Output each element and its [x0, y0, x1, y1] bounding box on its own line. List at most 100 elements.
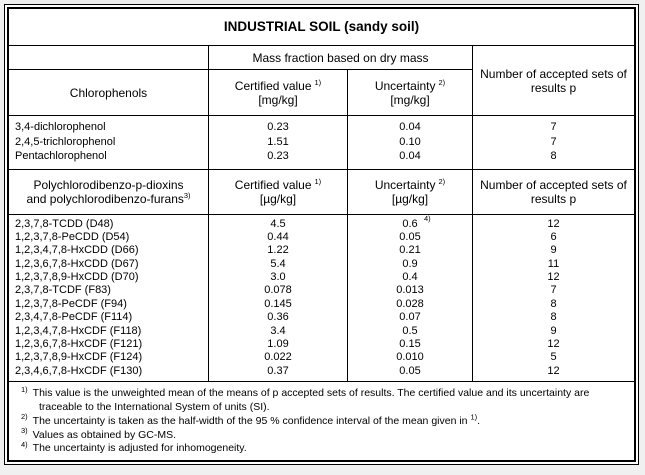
uncertainty-value: 0.05	[399, 364, 421, 377]
footnote-text: Values as obtained by GC-MS.	[32, 428, 177, 441]
header-label: Uncertainty	[374, 177, 436, 192]
substance-name-column: 3,4-dichlorophenol 2,4,5-trichlorophenol…	[8, 115, 209, 170]
section2-certified-header: Certified value 1) [µg/kg]	[208, 168, 348, 215]
section1-certified-header: Certified value 1) [mg/kg]	[208, 69, 348, 116]
certified-value: 0.37	[267, 364, 289, 377]
accepted-sets-count: 9	[550, 324, 557, 337]
section2-results-header: Number of accepted sets of results p	[471, 168, 636, 215]
substance-name: 3,4-dichlorophenol	[15, 121, 106, 133]
section2-name-header: Polychlorodibenzo-p-dioxins and polychlo…	[8, 168, 209, 215]
header-label: and polychlorodibenzo-furans	[26, 191, 184, 206]
uncertainty-value: 0.6 4)	[402, 213, 431, 230]
certified-value: 1.51	[267, 135, 289, 148]
footnote-marker: 2)	[21, 412, 28, 422]
section2-uncertainty-header: Uncertainty 2) [µg/kg]	[347, 168, 473, 215]
uncertainty-value: 0.05	[399, 230, 421, 243]
accepted-sets-column: 7 7 8	[471, 115, 636, 170]
certified-value-column: 4.5 0.44 1.22 5.4 3.0 0.078 0.145 0.36 3…	[208, 213, 348, 383]
certified-value: 0.36	[267, 311, 289, 324]
certified-value: 3.4	[270, 324, 286, 337]
accepted-sets-count: 11	[547, 257, 560, 270]
accepted-sets-count: 8	[550, 297, 557, 310]
accepted-sets-count: 12	[547, 364, 560, 377]
substance-name: 1,2,3,7,8-PeCDD (D54)	[15, 230, 130, 243]
footnote-marker: 1)	[21, 384, 28, 394]
accepted-sets-count: 12	[547, 271, 560, 284]
table-title: INDUSTRIAL SOIL (sandy soil)	[7, 8, 636, 46]
section1-uncertainty-header: Uncertainty 2) [mg/kg]	[347, 69, 473, 116]
substance-name: 2,3,4,6,7,8-HxCDF (F130)	[15, 364, 143, 377]
accepted-sets-count: 8	[550, 311, 557, 324]
certified-value: 5.4	[270, 257, 286, 270]
blank-cell	[8, 45, 209, 70]
accepted-sets-count: 7	[550, 121, 557, 133]
uncertainty-value: 0.028	[396, 297, 424, 310]
accepted-sets-count: 7	[550, 284, 557, 297]
section2-header-row: Polychlorodibenzo-p-dioxins and polychlo…	[8, 168, 636, 215]
substance-name: 1,2,3,6,7,8-HxCDF (F121)	[15, 338, 143, 351]
certified-value: 0.145	[264, 297, 292, 310]
substance-name: 2,3,7,8-TCDD (D48)	[15, 217, 114, 230]
subheader-row: Mass fraction based on dry mass Number o…	[8, 45, 636, 116]
accepted-sets-count: 7	[550, 135, 557, 148]
footnote-text: The uncertainty is taken as the half-wid…	[32, 414, 471, 427]
table-inner-frame: INDUSTRIAL SOIL (sandy soil) Mass fracti…	[7, 7, 637, 463]
footnote-ref-3: 3)	[183, 190, 191, 200]
certified-values-table: INDUSTRIAL SOIL (sandy soil) Mass fracti…	[7, 8, 636, 462]
uncertainty-value: 0.04	[399, 150, 421, 162]
certified-value: 0.23	[267, 150, 289, 162]
certified-value: 1.09	[267, 338, 289, 351]
uncertainty-value: 0.013	[396, 284, 424, 297]
accepted-sets-count: 12	[547, 338, 560, 351]
footnote-ref-1: 1)	[314, 176, 322, 186]
substance-name: 2,3,7,8-TCDF (F83)	[15, 284, 111, 297]
header-label: Polychlorodibenzo-p-dioxins	[33, 177, 184, 192]
mass-fraction-header: Mass fraction based on dry mass	[208, 45, 473, 70]
uncertainty-value: 0.07	[399, 311, 421, 324]
substance-name: 1,2,3,4,7,8-HxCDD (D66)	[15, 244, 139, 257]
certified-value: 0.078	[264, 284, 292, 297]
certified-value: 4.5	[270, 217, 286, 230]
footnote-1: 1) This value is the unweighted mean of t…	[15, 384, 628, 415]
table-outer-frame: INDUSTRIAL SOIL (sandy soil) Mass fracti…	[4, 4, 640, 466]
header-label: Certified value	[234, 177, 312, 192]
header-label: Uncertainty	[374, 78, 436, 93]
uncertainty-value: 0.5	[402, 324, 418, 337]
footnote-2: 2) The uncertainty is taken as the half-w…	[15, 412, 628, 429]
accepted-sets-count: 12	[547, 217, 560, 230]
header-unit: [µg/kg]	[259, 191, 297, 206]
results-count-header: Number of accepted sets of results p	[471, 45, 636, 116]
uncertainty-column: 0.6 4) 0.05 0.21 0.9 0.4 0.013 0.028 0.07…	[347, 213, 473, 383]
substance-name: 2,4,5-trichlorophenol	[15, 135, 116, 148]
chlorophenols-data-block: 3,4-dichlorophenol 2,4,5-trichlorophenol…	[8, 115, 636, 170]
footnote-ref-1: 1)	[314, 77, 322, 87]
footnote-text: .	[477, 414, 481, 427]
title-row: INDUSTRIAL SOIL (sandy soil)	[7, 8, 636, 46]
certified-value: 0.022	[264, 351, 292, 364]
footnote-text: The uncertainty is adjusted for inhomoge…	[32, 442, 247, 455]
certified-value-column: 0.23 1.51 0.23	[208, 115, 348, 170]
uncertainty-value: 0.10	[399, 135, 421, 148]
header-label: Certified value	[234, 78, 312, 93]
footnote-4: 4) The uncertainty is adjusted for inhomo…	[15, 441, 628, 456]
substance-name: 1,2,3,4,7,8-HxCDF (F118)	[15, 324, 142, 337]
accepted-sets-count: 9	[550, 244, 557, 257]
accepted-sets-count: 8	[550, 150, 557, 162]
substance-name: 1,2,3,7,8,9-HxCDD (D70)	[15, 271, 139, 284]
footnote-text: This value is the unweighted mean of the…	[32, 387, 590, 413]
substance-name: Pentachlorophenol	[15, 150, 107, 162]
header-unit: [mg/kg]	[258, 92, 298, 107]
accepted-sets-count: 5	[550, 351, 557, 364]
section1-name-header: Chlorophenols	[8, 69, 209, 116]
certified-value: 1.22	[267, 244, 289, 257]
substance-name: 1,2,3,7,8-PeCDF (F94)	[15, 297, 127, 310]
accepted-sets-count: 6	[550, 230, 557, 243]
footnote-3: 3) Values as obtained by GC-MS.	[15, 427, 628, 443]
uncertainty-value: 0.9	[402, 257, 418, 270]
footnote-ref-2: 2)	[438, 77, 446, 87]
uncertainty-value: 0.15	[399, 338, 421, 351]
certified-value: 3.0	[270, 271, 286, 284]
uncertainty-value: 0.010	[396, 351, 424, 364]
substance-name-column: 2,3,7,8-TCDD (D48) 1,2,3,7,8-PeCDD (D54)…	[8, 213, 209, 383]
